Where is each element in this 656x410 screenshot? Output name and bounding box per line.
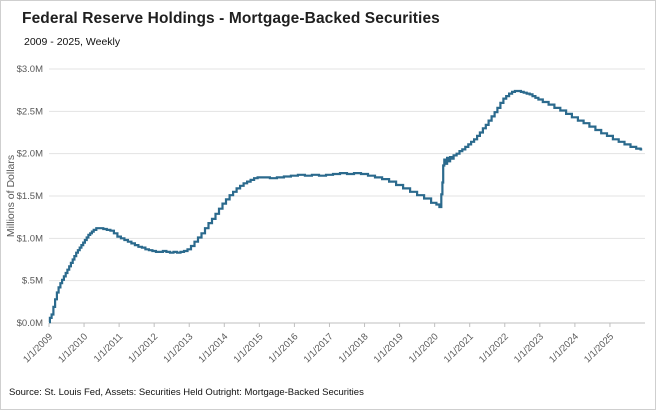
chart-title: Federal Reserve Holdings - Mortgage-Back… bbox=[22, 10, 440, 27]
x-tick-label: 1/1/2015 bbox=[232, 331, 266, 365]
x-tick-label: 1/1/2014 bbox=[196, 331, 230, 365]
y-tick-label: $0.0M bbox=[17, 318, 43, 329]
x-tick-label: 1/1/2011 bbox=[92, 331, 125, 364]
x-tick-label: 1/1/2018 bbox=[337, 331, 371, 365]
mbs-chart-svg: $3.0M $2.5M $2.0M $1.5M $1.0M $.5M $0.0M 1/1/20… bbox=[5, 64, 645, 365]
x-tick-label: 1/1/2016 bbox=[267, 331, 301, 365]
x-tick-label: 1/1/2012 bbox=[126, 331, 160, 365]
x-tick-label: 1/1/2022 bbox=[477, 331, 511, 365]
x-tick-label: 1/1/2009 bbox=[21, 331, 55, 365]
y-axis-title: Millions of Dollars bbox=[5, 155, 17, 237]
series-line-mbs-holdings bbox=[48, 89, 643, 324]
x-tick-label: 1/1/2013 bbox=[161, 331, 195, 365]
chart-subtitle: 2009 - 2025, Weekly bbox=[24, 36, 121, 48]
x-tick-label: 1/1/2025 bbox=[582, 331, 616, 365]
y-tick-label: $.5M bbox=[22, 276, 43, 287]
y-tick-label: $1.0M bbox=[17, 233, 43, 244]
x-tick-label: 1/1/2010 bbox=[56, 331, 90, 365]
x-tick-label: 1/1/2021 bbox=[442, 331, 476, 365]
y-tick-label: $2.0M bbox=[17, 149, 43, 160]
chart-source-note: Source: St. Louis Fed, Assets: Securitie… bbox=[9, 387, 364, 398]
x-tick-label: 1/1/2024 bbox=[547, 331, 581, 365]
y-tick-label: $2.5M bbox=[17, 106, 43, 117]
y-tick-label: $1.5M bbox=[17, 191, 43, 202]
x-tick-label: 1/1/2019 bbox=[372, 331, 406, 365]
x-tick-label: 1/1/2017 bbox=[302, 331, 336, 365]
x-tick-label: 1/1/2020 bbox=[407, 331, 441, 365]
x-tick-label: 1/1/2023 bbox=[512, 331, 546, 365]
y-tick-label: $3.0M bbox=[17, 64, 43, 75]
